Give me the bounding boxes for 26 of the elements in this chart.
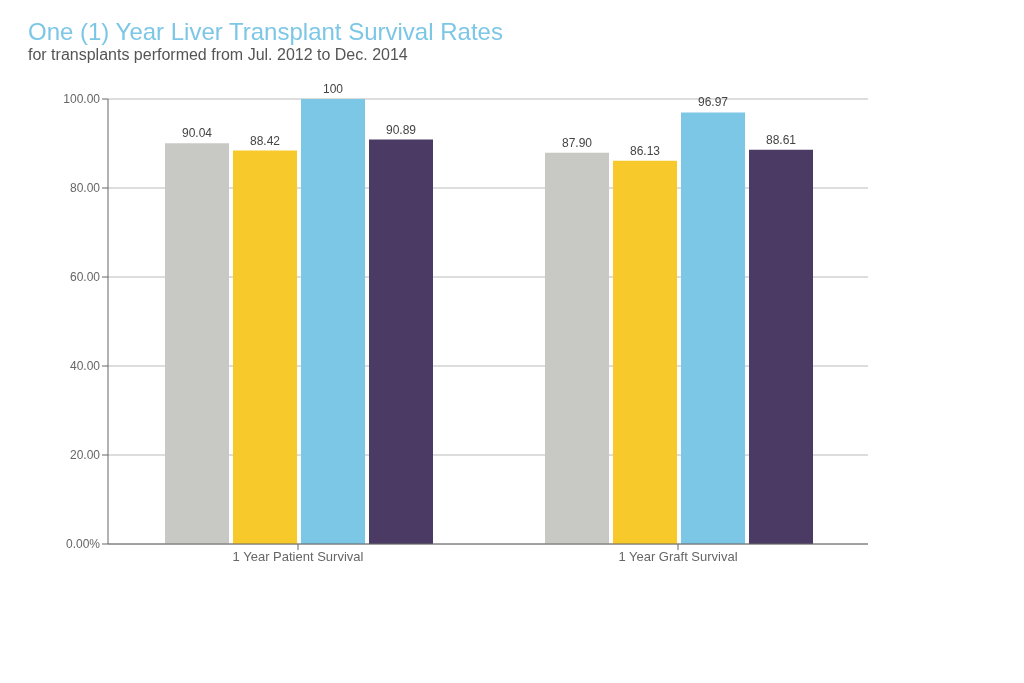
y-tick-label: 20.00 <box>69 448 101 463</box>
data-label: 88.42 <box>249 133 281 148</box>
data-label: 90.04 <box>181 126 213 141</box>
y-tick-label: 100.00 <box>63 92 101 107</box>
x-tick-label: 1 Year Graft Survival <box>618 549 738 565</box>
bar <box>301 99 365 544</box>
data-label: 90.89 <box>385 122 417 137</box>
y-tick-label: 40.00 <box>69 359 101 374</box>
data-label: 87.90 <box>561 135 593 150</box>
bar <box>233 150 297 544</box>
bar <box>545 152 609 544</box>
bar <box>369 139 433 544</box>
y-tick-label: 80.00 <box>69 181 101 196</box>
data-label: 88.61 <box>765 132 797 147</box>
data-label: 86.13 <box>629 143 661 158</box>
y-tick-label: 60.00 <box>69 270 101 285</box>
chart-subtitle: for transplants performed from Jul. 2012 to Dec. 2014 <box>28 46 409 64</box>
x-tick-label: 1 Year Patient Survival <box>232 549 364 565</box>
bar <box>749 149 813 544</box>
data-label: 100 <box>322 82 344 96</box>
chart-title: One (1) Year Liver Transplant Survival Rates <box>28 18 504 46</box>
bar <box>165 143 229 544</box>
bar <box>681 112 745 544</box>
y-tick-label: 0.00% <box>65 537 101 552</box>
bar <box>613 160 677 544</box>
data-label: 96.97 <box>697 95 729 110</box>
